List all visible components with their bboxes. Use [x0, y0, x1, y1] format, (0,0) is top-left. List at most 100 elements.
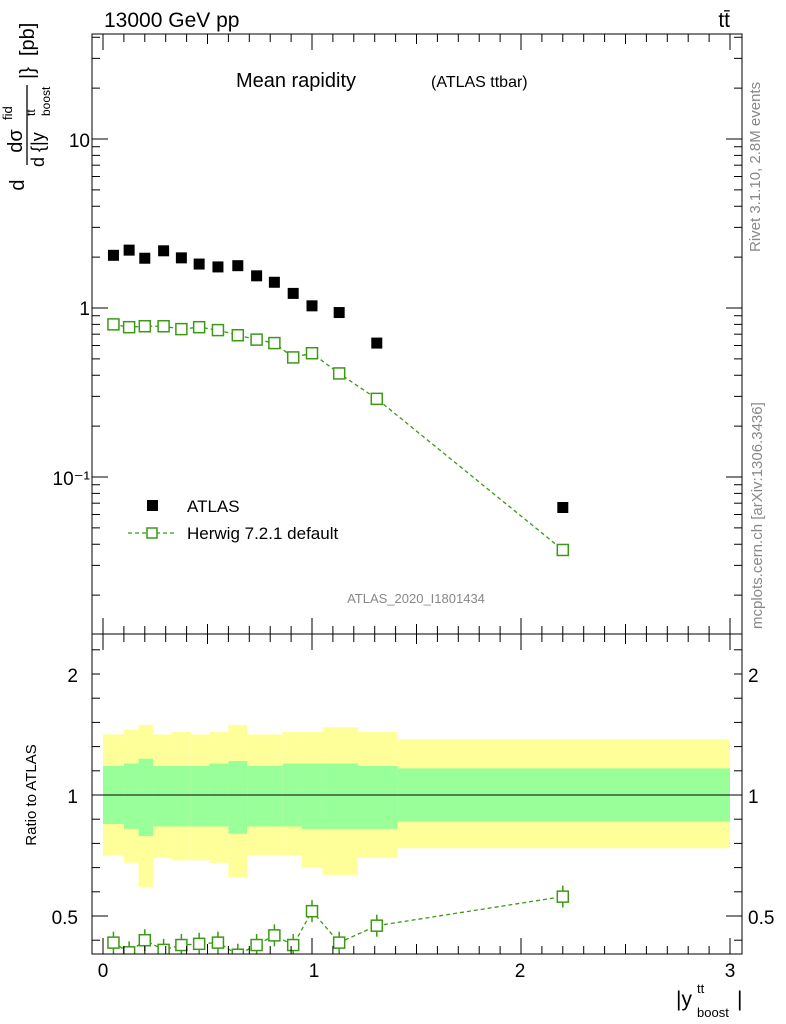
- y-label-prefix: d: [7, 179, 29, 190]
- atlas-point: [139, 252, 151, 264]
- atlas-point: [158, 245, 170, 257]
- ratio-y-tick-0p5-right: 0.5: [748, 908, 774, 929]
- atlas-point: [212, 261, 224, 273]
- herwig-point: [138, 319, 152, 333]
- ratio-panel: 2 1 0.5 2 1 0.5 Ratio to ATLAS 0 1 2 3: [23, 633, 774, 982]
- ratio-band-inner: [171, 765, 191, 827]
- herwig-point: [192, 320, 206, 334]
- atlas-point: [371, 337, 383, 349]
- y-label-denominator-sup: tt: [24, 109, 38, 116]
- ratio-band-inner: [153, 765, 172, 827]
- x-label-close: |: [737, 988, 742, 1011]
- ratio-y-axis-label: Ratio to ATLAS: [23, 744, 40, 845]
- herwig-point: [305, 346, 319, 360]
- ratio-herwig-point: [122, 946, 136, 954]
- ratio-herwig-point: [250, 938, 263, 952]
- main-panel: Mean rapidity (ATLAS ttbar) 10 1 10⁻¹ AT…: [53, 33, 743, 635]
- ratio-herwig-point: [192, 937, 206, 951]
- herwig-point: [107, 318, 120, 331]
- y-axis-main-label: d dσ fid d {|y tt boost |} [pb]: [0, 23, 53, 191]
- ratio-axis-ticks: [92, 634, 742, 954]
- herwig-point: [250, 333, 263, 346]
- legend: ATLAS Herwig 7.2.1 default: [128, 497, 338, 543]
- y-label-close: |}: [17, 67, 39, 79]
- plot-subtitle: (ATLAS ttbar): [431, 74, 528, 91]
- herwig-point: [175, 322, 188, 336]
- ratio-herwig-line: [113, 895, 563, 954]
- atlas-point: [193, 258, 205, 270]
- legend-herwig-marker: [146, 527, 158, 539]
- ratio-y-tick-2-left: 2: [67, 666, 78, 687]
- x-label-sup: tt: [697, 981, 705, 996]
- ratio-herwig-point: [305, 904, 319, 918]
- ratio-uncertainty-bands: [103, 724, 730, 887]
- mcplots-label: mcplots.cern.ch [arXiv:1306.3436]: [749, 402, 766, 629]
- ratio-band-inner: [301, 763, 323, 829]
- herwig-point: [231, 328, 245, 342]
- herwig-point: [332, 367, 346, 380]
- ratio-y-tick-2-right: 2: [748, 666, 759, 687]
- ratio-herwig-point: [231, 948, 245, 954]
- atlas-point: [251, 270, 263, 282]
- y-label-numerator: dσ: [5, 129, 27, 153]
- legend-atlas-label: ATLAS: [187, 497, 240, 516]
- herwig-point: [268, 336, 281, 350]
- x-label-base: |y: [676, 988, 692, 1011]
- atlas-point: [232, 260, 244, 272]
- ratio-y-tick-0p5-left: 0.5: [52, 908, 78, 929]
- atlas-point: [268, 276, 280, 288]
- herwig-point: [157, 319, 170, 333]
- analysis-id: ATLAS_2020_I1801434: [347, 591, 485, 606]
- herwig-point: [370, 392, 384, 406]
- atlas-point: [107, 249, 119, 261]
- plot-title: Mean rapidity: [236, 70, 356, 92]
- atlas-point: [175, 252, 187, 264]
- y-label-denominator: d {|y: [28, 132, 48, 167]
- atlas-point: [306, 300, 318, 312]
- herwig-point: [211, 323, 225, 337]
- y-label-numerator-sup: fid: [0, 106, 15, 120]
- herwig-point: [556, 543, 570, 557]
- ratio-herwig-point: [157, 943, 170, 954]
- atlas-point: [557, 501, 569, 513]
- ratio-herwig-point: [332, 936, 346, 949]
- y-tick-label-1: 1: [79, 299, 90, 320]
- y-label-denominator-sub: boost: [39, 86, 53, 116]
- x-tick-label-0: 0: [98, 961, 109, 982]
- ratio-y-tick-1-right: 1: [748, 787, 759, 808]
- atlas-point: [333, 307, 345, 319]
- ratio-herwig-point: [556, 890, 570, 903]
- y-label-unit: [pb]: [17, 23, 39, 56]
- process-label: tt̄: [718, 9, 730, 32]
- y-tick-label-0p1: 10⁻¹: [53, 469, 91, 490]
- x-tick-label-3: 3: [725, 961, 736, 982]
- atlas-point: [287, 287, 299, 299]
- ratio-band-inner: [247, 765, 267, 827]
- ratio-herwig-point: [138, 933, 152, 947]
- herwig-point: [286, 351, 300, 364]
- ratio-data-points: [107, 885, 570, 954]
- atlas-point: [123, 244, 135, 256]
- ratio-y-tick-1-left: 1: [67, 787, 78, 808]
- ratio-band-inner: [123, 763, 139, 829]
- legend-herwig-label: Herwig 7.2.1 default: [187, 524, 338, 543]
- ratio-band-inner: [266, 765, 283, 827]
- x-tick-label-2: 2: [515, 961, 526, 982]
- y-tick-label-10: 10: [69, 131, 90, 152]
- ratio-band-inner: [228, 761, 248, 834]
- main-axis-ticks: [92, 34, 742, 634]
- ratio-herwig-point: [268, 929, 281, 942]
- ratio-herwig-point: [175, 938, 188, 952]
- ratio-herwig-point: [107, 936, 120, 949]
- ratio-band-inner: [190, 765, 210, 827]
- ratio-band-inner: [138, 758, 154, 837]
- x-label-sub: boost: [697, 1005, 729, 1020]
- ratio-herwig-point: [370, 919, 384, 932]
- ratio-herwig-point: [211, 936, 225, 949]
- main-data-points: [107, 244, 570, 557]
- legend-atlas-marker: [147, 500, 158, 511]
- energy-label: 13000 GeV pp: [104, 9, 239, 32]
- x-axis-label: |y tt boost |: [676, 981, 742, 1020]
- main-frame: [91, 33, 743, 635]
